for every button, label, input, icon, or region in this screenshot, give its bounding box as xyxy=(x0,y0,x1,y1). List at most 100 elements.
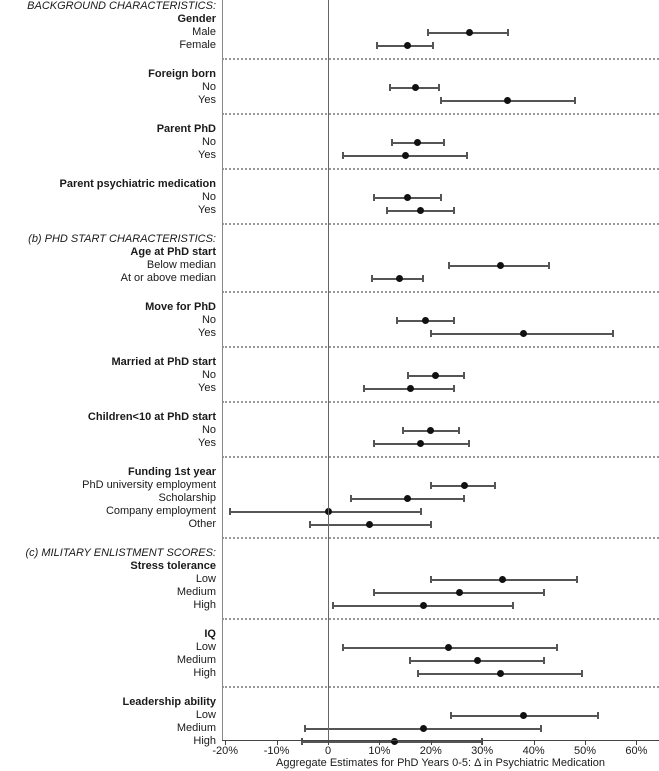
separator-row xyxy=(0,395,659,411)
ci-cap-right xyxy=(506,29,509,36)
group-label: Age at PhD start xyxy=(130,246,216,258)
x-axis-tick-label: 50% xyxy=(573,745,597,757)
dotted-separator-line xyxy=(222,618,659,620)
point-estimate-dot xyxy=(417,207,425,214)
separator-row xyxy=(0,531,659,547)
group-label: Foreign born xyxy=(148,68,216,80)
item-row: Yes xyxy=(0,327,659,340)
group-row: IQ xyxy=(0,628,659,641)
item-label: Medium xyxy=(176,654,216,666)
point-estimate-dot xyxy=(465,29,473,36)
point-estimate-dot xyxy=(519,712,527,719)
item-label: Medium xyxy=(176,722,216,734)
x-axis-tick-mark xyxy=(328,741,329,745)
ci-cap-left xyxy=(309,521,311,528)
item-row: No xyxy=(0,369,659,382)
ci-cap-left xyxy=(409,657,412,664)
item-row: Yes xyxy=(0,437,659,450)
estimate-plot-cell xyxy=(222,479,659,492)
item-label: No xyxy=(201,424,216,436)
section-label: BACKGROUND CHARACTERISTICS: xyxy=(27,0,216,12)
ci-cap-right xyxy=(542,657,545,664)
x-axis-tick-label: -10% xyxy=(263,745,290,757)
ci-cap-left xyxy=(401,427,404,434)
point-estimate-dot xyxy=(422,317,430,324)
item-row: PhD university employment xyxy=(0,479,659,492)
point-estimate-dot xyxy=(404,42,412,49)
item-label: Company employment xyxy=(105,505,216,517)
ci-cap-left xyxy=(429,576,432,583)
item-row: Yes xyxy=(0,94,659,107)
group-label: Parent PhD xyxy=(156,123,216,135)
x-axis-tick-mark xyxy=(482,741,484,745)
estimate-plot-cell xyxy=(222,586,659,599)
ci-cap-right xyxy=(429,521,432,528)
estimate-plot-cell xyxy=(222,327,659,340)
x-axis-tick-mark xyxy=(533,741,535,745)
group-row: Move for PhD xyxy=(0,301,659,314)
ci-cap-left xyxy=(350,495,353,502)
x-axis-tick-mark xyxy=(225,741,227,745)
separator-row xyxy=(0,162,659,178)
estimate-plot-cell xyxy=(222,573,659,586)
x-axis-tick-label: -20% xyxy=(212,745,239,757)
item-label: Scholarship xyxy=(158,492,216,504)
ci-cap-left xyxy=(370,275,373,282)
group-row: Foreign born xyxy=(0,68,659,81)
point-estimate-dot xyxy=(460,482,468,489)
estimate-plot-cell xyxy=(222,136,659,149)
item-row: Low xyxy=(0,709,659,722)
ci-cap-right xyxy=(452,385,455,392)
point-estimate-dot xyxy=(417,440,425,447)
estimate-plot-cell xyxy=(222,81,659,94)
item-row: Yes xyxy=(0,204,659,217)
estimate-plot-cell xyxy=(222,259,659,272)
ci-cap-left xyxy=(301,738,304,745)
x-axis-tick-label: 60% xyxy=(625,745,648,757)
point-estimate-dot xyxy=(427,427,435,434)
point-estimate-dot xyxy=(419,602,427,609)
item-row: Low xyxy=(0,573,659,586)
ci-cap-left xyxy=(373,440,376,447)
item-row: High xyxy=(0,667,659,680)
zero-reference-line xyxy=(328,0,329,740)
item-label: No xyxy=(201,191,216,203)
estimate-plot-cell xyxy=(222,26,659,39)
dotted-separator-line xyxy=(222,223,659,225)
point-estimate-dot xyxy=(406,385,414,392)
x-axis-tick-mark xyxy=(430,741,432,745)
point-estimate-dot xyxy=(445,644,453,651)
x-axis-line xyxy=(222,740,659,741)
item-row: Below median xyxy=(0,259,659,272)
group-row: Children<10 at PhD start xyxy=(0,411,659,424)
ci-cap-left xyxy=(229,508,232,515)
dotted-separator-line xyxy=(222,168,659,170)
ci-cap-left xyxy=(388,84,391,91)
point-estimate-dot xyxy=(496,262,504,269)
x-axis-tick-mark xyxy=(585,741,586,745)
item-label: Yes xyxy=(198,149,216,161)
item-row: Low xyxy=(0,641,659,654)
ci-cap-right xyxy=(555,644,558,651)
item-row: No xyxy=(0,424,659,437)
section-row: (b) PHD START CHARACTERISTICS: xyxy=(0,233,659,246)
item-label: No xyxy=(201,136,216,148)
point-estimate-dot xyxy=(455,589,463,596)
ci-cap-right xyxy=(573,97,576,104)
item-row: Scholarship xyxy=(0,492,659,505)
estimate-plot-cell xyxy=(222,654,659,667)
point-estimate-dot xyxy=(432,372,440,379)
ci-cap-right xyxy=(612,330,615,337)
section-row: BACKGROUND CHARACTERISTICS: xyxy=(0,0,659,13)
ci-cap-right xyxy=(548,262,551,269)
estimate-plot-cell xyxy=(222,492,659,505)
group-row: Stress tolerance xyxy=(0,560,659,573)
x-axis-tick-mark xyxy=(636,741,638,745)
point-estimate-dot xyxy=(419,725,427,732)
item-label: Yes xyxy=(198,382,216,394)
group-label: Gender xyxy=(177,13,216,25)
point-estimate-dot xyxy=(401,152,409,159)
estimate-plot-cell xyxy=(222,382,659,395)
estimate-plot-cell xyxy=(222,94,659,107)
item-row: Female xyxy=(0,39,659,52)
